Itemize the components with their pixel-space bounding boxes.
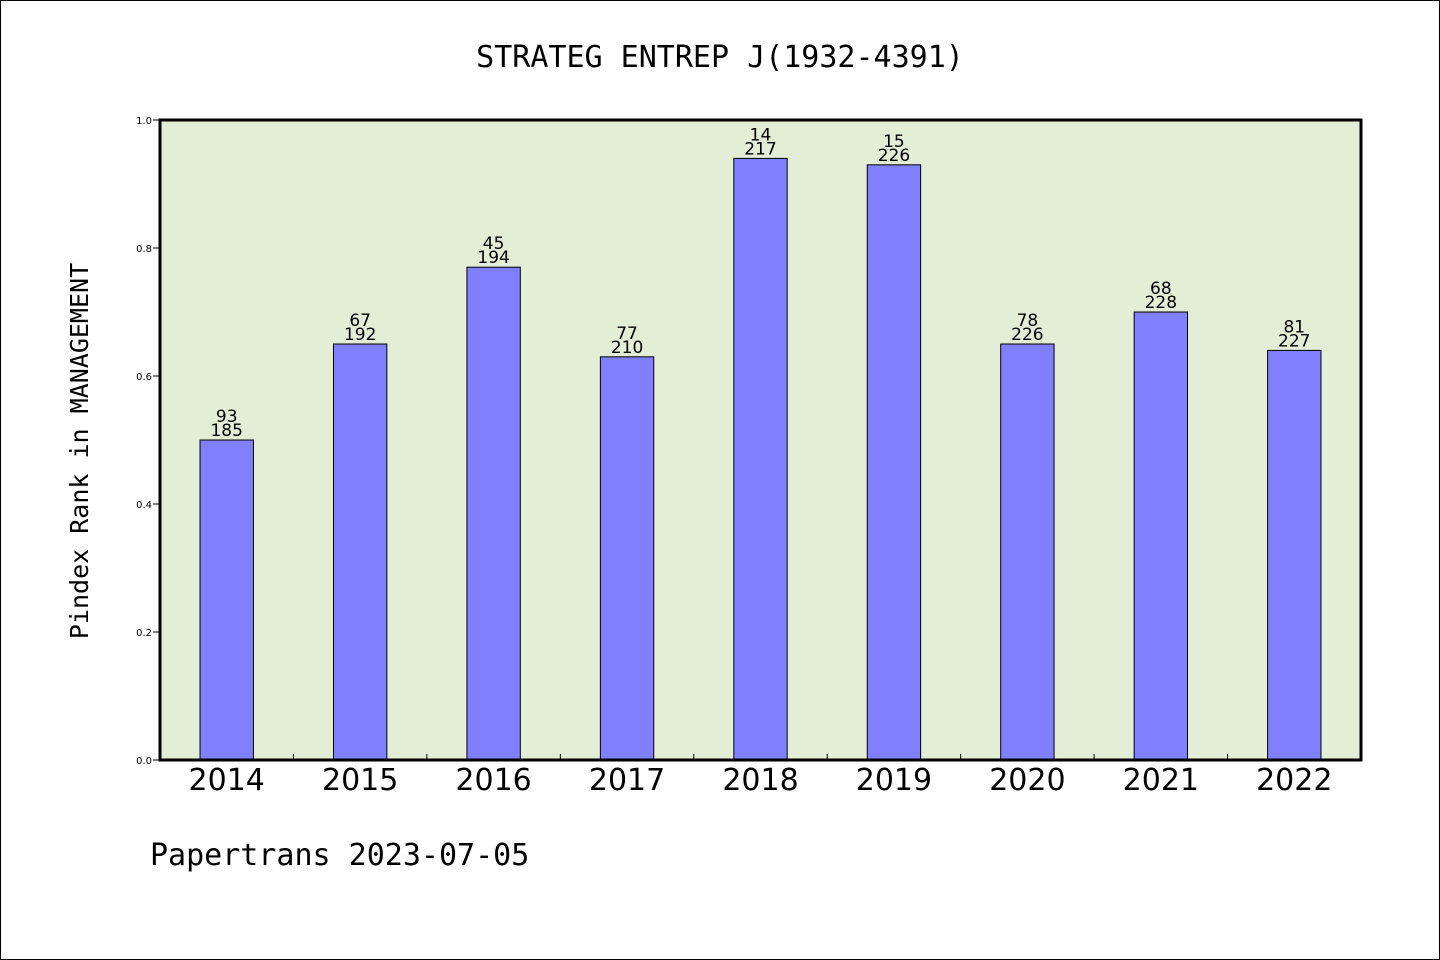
total-label-2015: 192 xyxy=(344,325,376,345)
y-tick-label-0.4: 0.4 xyxy=(136,500,152,511)
total-label-2014: 185 xyxy=(210,421,242,441)
y-tick-label-0.2: 0.2 xyxy=(136,628,152,639)
x-tick-label-2016: 2016 xyxy=(455,763,531,798)
total-label-2016: 194 xyxy=(477,248,509,268)
total-label-2022: 227 xyxy=(1278,331,1310,351)
y-tick-label-0.6: 0.6 xyxy=(136,372,152,383)
x-tick-label-2017: 2017 xyxy=(589,763,665,798)
y-tick-label-0.0: 0.0 xyxy=(136,756,152,767)
plot-frame xyxy=(158,118,1363,762)
bar-2018 xyxy=(733,157,788,761)
x-axis: 2014 2015 2016 2017 2018 2019 2020 2021 2022 xyxy=(189,754,1332,798)
bar-2016 xyxy=(466,266,521,761)
rank-label-2018: 14 xyxy=(750,125,772,145)
x-tick-label-2015: 2015 xyxy=(322,763,398,798)
rank-label-2019: 15 xyxy=(883,132,905,152)
rank-label-2016: 45 xyxy=(483,234,505,254)
x-tick-label-2014: 2014 xyxy=(189,763,265,798)
y-tick-label-1.0: 1.0 xyxy=(136,116,152,127)
rank-label-2022: 81 xyxy=(1283,317,1305,337)
rank-label-2015: 67 xyxy=(349,311,371,331)
total-label-2020: 226 xyxy=(1011,325,1043,345)
total-label-2018: 217 xyxy=(744,139,776,159)
x-tick-label-2018: 2018 xyxy=(722,763,798,798)
rank-label-2017: 77 xyxy=(616,324,638,344)
bar-2019 xyxy=(866,164,922,761)
bar-2021 xyxy=(1133,311,1189,761)
bar-2020 xyxy=(1000,343,1055,761)
bar-2014 xyxy=(199,439,254,761)
bar-2022 xyxy=(1267,349,1322,761)
footer-text: Papertrans 2023-07-05 xyxy=(150,838,529,873)
x-tick-label-2021: 2021 xyxy=(1123,763,1199,798)
rank-label-2020: 78 xyxy=(1017,311,1039,331)
total-label-2021: 228 xyxy=(1145,293,1177,313)
y-axis: 0.0 0.2 0.4 0.6 0.8 1.0 xyxy=(136,116,160,767)
rank-label-2021: 68 xyxy=(1150,279,1172,299)
x-tick-label-2022: 2022 xyxy=(1256,763,1332,798)
x-tick-label-2019: 2019 xyxy=(856,763,932,798)
bar-2017 xyxy=(599,356,655,761)
total-label-2017: 210 xyxy=(611,338,643,358)
bars-group xyxy=(199,157,1322,761)
x-tick-label-2020: 2020 xyxy=(989,763,1065,798)
y-axis-label: Pindex Rank in MANAGEMENT xyxy=(65,263,94,639)
y-tick-label-0.8: 0.8 xyxy=(136,244,152,255)
bar-2015 xyxy=(332,343,388,761)
chart-title: STRATEG ENTREP J(1932-4391) xyxy=(476,40,964,75)
rank-label-2014: 93 xyxy=(216,407,238,427)
total-label-2019: 226 xyxy=(878,146,910,166)
